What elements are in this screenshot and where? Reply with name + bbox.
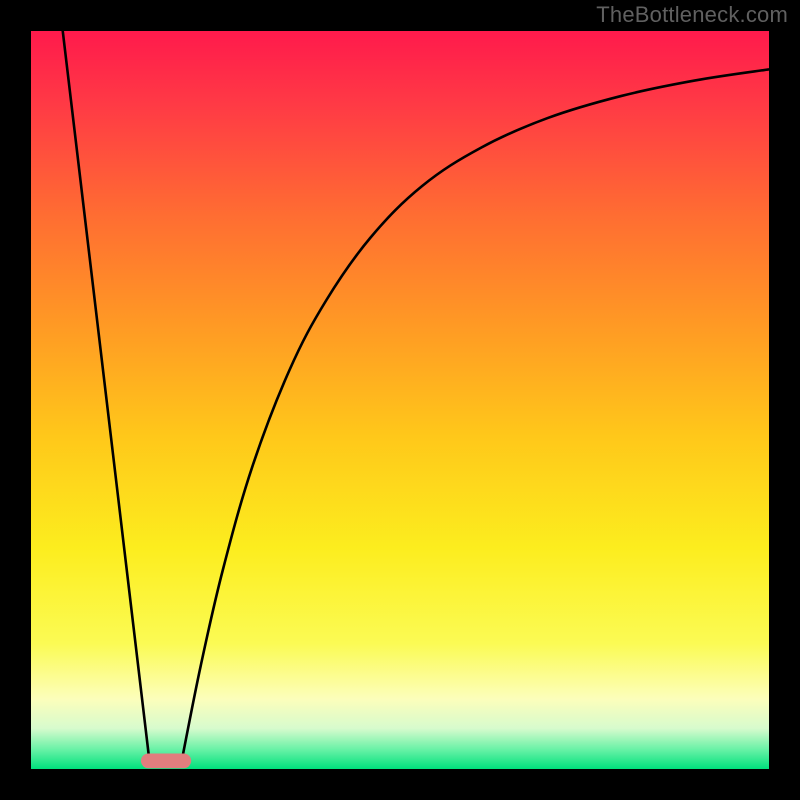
chart-container: TheBottleneck.com	[0, 0, 800, 800]
bottleneck-chart	[0, 0, 800, 800]
bottleneck-pill	[141, 754, 191, 769]
bottleneck-marker	[141, 754, 191, 769]
plot-background	[31, 31, 769, 769]
watermark-label: TheBottleneck.com	[596, 2, 788, 28]
